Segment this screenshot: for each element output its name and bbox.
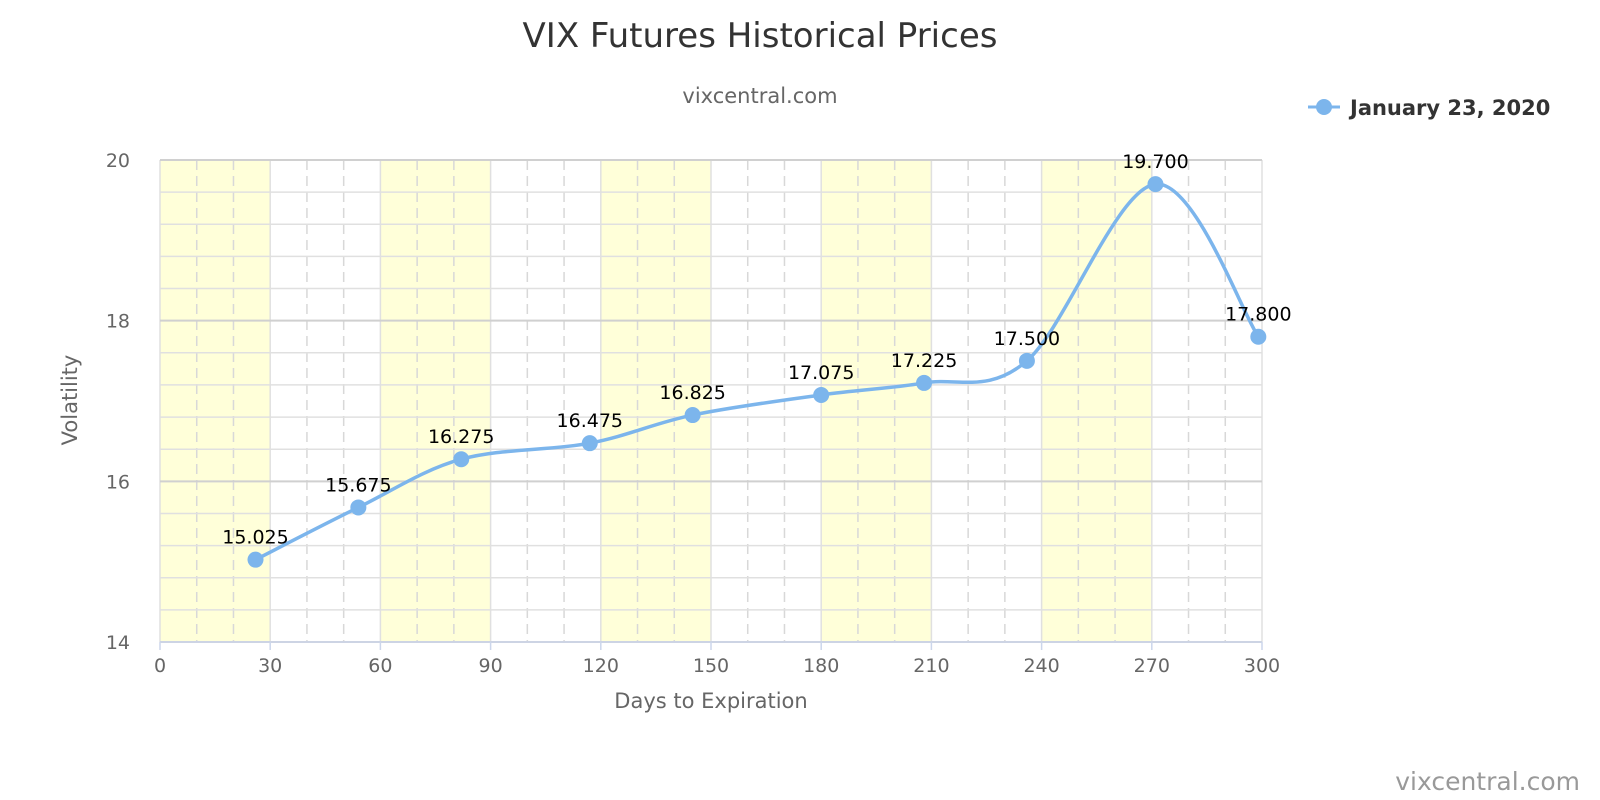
data-point[interactable] [813,386,830,403]
data-label: 16.275 [428,426,494,448]
plot-band [1041,160,1152,642]
y-axis-title: Volatility [58,355,82,446]
legend-label: January 23, 2020 [1348,96,1550,120]
data-point[interactable] [684,407,701,424]
data-point[interactable] [581,435,598,452]
y-tick-label: 18 [106,311,130,333]
x-tick-label: 150 [693,655,729,677]
x-tick-label: 240 [1023,655,1059,677]
y-tick-label: 16 [106,471,130,493]
series-layer [247,176,1267,568]
x-tick-label: 180 [803,655,839,677]
data-label: 15.025 [222,527,288,549]
data-point[interactable] [916,374,933,391]
data-label: 17.500 [994,328,1060,350]
data-point[interactable] [247,551,264,568]
data-label: 16.475 [557,410,623,432]
series-line [253,182,1261,562]
data-label: 15.675 [325,474,391,496]
legend-item[interactable]: January 23, 2020 [1308,96,1550,120]
x-axis-title: Days to Expiration [614,689,807,713]
data-point[interactable] [453,451,470,468]
data-point[interactable] [1018,352,1035,369]
plot-band [600,160,711,642]
data-point[interactable] [350,499,367,516]
x-tick-label: 270 [1134,655,1170,677]
chart-subtitle: vixcentral.com [682,84,837,108]
data-point[interactable] [1250,328,1267,345]
chart-credit[interactable]: vixcentral.com [1395,767,1580,796]
data-label: 17.075 [788,362,854,384]
plot-band [821,160,932,642]
x-tick-label: 0 [154,655,166,677]
plot-band [160,160,271,642]
data-label: 17.225 [891,350,957,372]
x-tick-label: 120 [583,655,619,677]
legend-marker [1316,99,1332,115]
y-tick-label: 14 [106,632,130,654]
data-point[interactable] [1147,176,1164,193]
x-tick-label: 300 [1244,655,1280,677]
plot-bands [160,160,1152,642]
x-tick-label: 90 [479,655,503,677]
x-tick-label: 30 [258,655,282,677]
axes: 0 30 60 90 120 150 180 210 240 270 300 14 16 18 20 [106,150,1280,677]
data-labels: 15.025 15.675 16.275 16.475 16.825 17.075 17.2… [222,151,1291,549]
plot-band [380,160,491,642]
y-tick-label: 20 [106,150,130,172]
x-tick-label: 210 [913,655,949,677]
chart-title: VIX Futures Historical Prices [523,16,998,56]
x-tick-label: 60 [368,655,392,677]
data-label: 17.800 [1225,304,1291,326]
data-label: 16.825 [659,382,725,404]
data-label: 19.700 [1122,151,1188,173]
